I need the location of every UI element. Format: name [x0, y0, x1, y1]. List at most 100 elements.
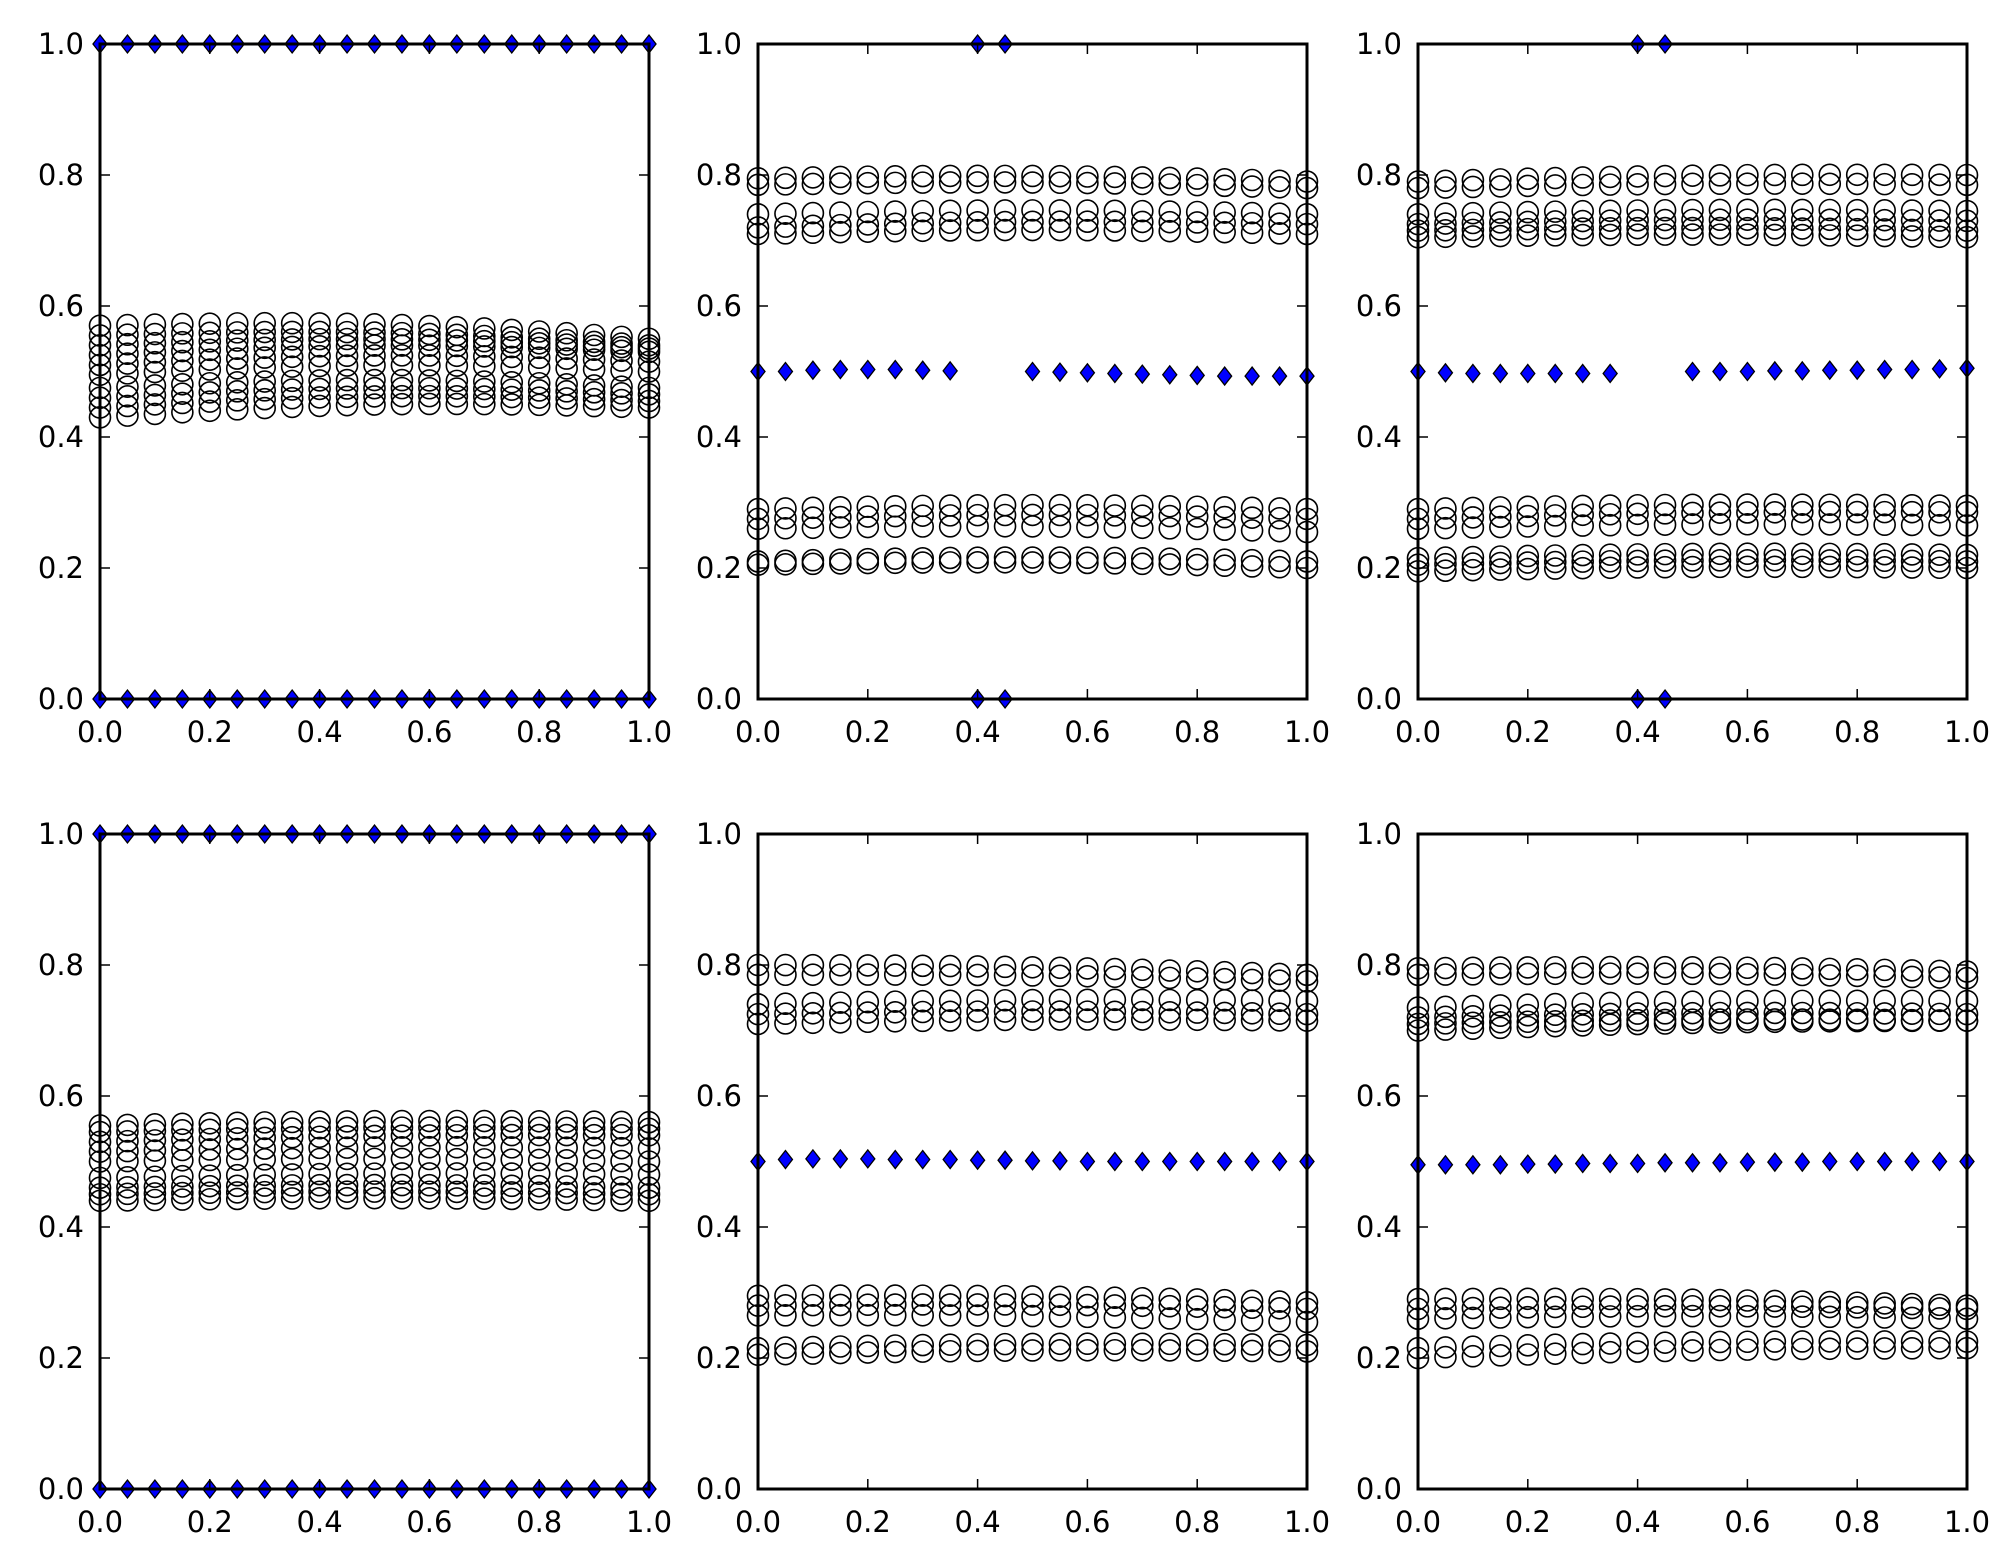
circle-marker — [1103, 546, 1127, 570]
circle-marker — [116, 1182, 139, 1206]
circle-marker — [993, 1304, 1017, 1328]
circle-marker — [308, 1147, 331, 1171]
circle-marker — [1434, 1005, 1457, 1029]
circle-marker — [1736, 1330, 1759, 1354]
circle-marker — [911, 963, 935, 986]
circle-marker — [1626, 549, 1649, 573]
subplot-4: 0.0 0.2 0.4 0.6 0.8 1.0 0.0 0.2 0.4 0.6 0.8 1.0 — [38, 817, 672, 1539]
circle-marker — [1103, 172, 1127, 195]
circle-series-8 — [746, 514, 1319, 544]
circle-marker — [1626, 556, 1649, 579]
circle-marker — [1461, 994, 1485, 1018]
circle-series-9 — [1406, 512, 1979, 541]
circle-series-10 — [1406, 542, 1979, 570]
circle-marker — [1598, 217, 1622, 240]
circle-marker — [1791, 512, 1814, 536]
diamond-marker — [1079, 1151, 1096, 1172]
circle-marker — [116, 1120, 139, 1143]
circle-marker — [555, 337, 578, 361]
circle-marker — [1076, 165, 1099, 188]
plot-area — [1406, 955, 1979, 1370]
circle-marker — [1158, 494, 1182, 518]
circle-marker — [1021, 988, 1044, 1012]
circle-marker — [472, 1180, 496, 1204]
circle-series-9 — [1406, 1304, 1979, 1330]
circle-marker — [143, 313, 167, 336]
circle-marker — [966, 514, 989, 538]
circle-marker — [472, 1135, 496, 1159]
circle-marker — [1653, 549, 1677, 572]
circle-marker — [1681, 1011, 1704, 1035]
circle-marker — [1791, 1001, 1814, 1025]
circle-marker — [610, 382, 633, 405]
circle-marker — [1213, 548, 1236, 571]
circle-marker — [1213, 211, 1236, 235]
circle-marker — [1818, 172, 1842, 196]
x-tick-label: 0.6 — [1724, 1505, 1770, 1539]
circle-marker — [801, 1284, 825, 1307]
circle-series-5 — [88, 344, 661, 377]
circle-marker — [1158, 1008, 1182, 1031]
circle-marker — [883, 200, 907, 223]
circle-marker — [555, 1162, 578, 1186]
circle-marker — [610, 1163, 633, 1186]
circle-marker — [445, 377, 469, 400]
circle-marker — [335, 1173, 359, 1197]
circle-marker — [1021, 515, 1044, 538]
circle-marker — [1131, 1332, 1154, 1356]
circle-marker — [116, 323, 139, 347]
x-tick-label: 1.0 — [1284, 715, 1330, 749]
diamond-marker — [1602, 363, 1618, 384]
circle-marker — [1268, 519, 1291, 543]
circle-marker — [582, 358, 606, 381]
circle-marker — [500, 1148, 524, 1171]
circle-marker — [1791, 963, 1814, 987]
circle-marker — [1268, 1339, 1291, 1363]
circle-marker — [1131, 210, 1154, 234]
circle-marker — [856, 1284, 880, 1307]
circle-marker — [1763, 1337, 1787, 1361]
circle-marker — [280, 1147, 304, 1171]
circle-marker — [1213, 1295, 1236, 1319]
y-tick-label: 0.8 — [696, 158, 742, 192]
circle-marker — [1103, 1294, 1127, 1317]
circle-marker — [938, 551, 962, 574]
circle-marker — [1791, 1330, 1814, 1353]
circle-marker — [1900, 163, 1924, 187]
circle-marker — [1543, 962, 1567, 986]
circle-marker — [472, 344, 496, 368]
circle-marker — [1928, 500, 1951, 524]
circle-marker — [1845, 224, 1869, 247]
circle-marker — [527, 1162, 551, 1186]
circle-marker — [1791, 555, 1814, 579]
circle-marker — [911, 164, 935, 188]
circle-marker — [335, 393, 359, 417]
circle-marker — [280, 1174, 304, 1197]
circle-marker — [1543, 174, 1567, 197]
circle-marker — [143, 1113, 167, 1136]
diamond-marker — [777, 361, 794, 382]
circle-marker — [993, 164, 1017, 188]
x-tick-label: 0.4 — [1615, 715, 1661, 749]
circle-marker — [171, 1164, 194, 1188]
circle-marker — [582, 387, 606, 411]
circle-marker — [1516, 167, 1540, 190]
circle-marker — [527, 386, 551, 409]
circle-marker — [774, 963, 797, 987]
diamond-marker — [1602, 1153, 1618, 1174]
circle-marker — [1103, 210, 1127, 234]
circle-marker — [1598, 543, 1622, 566]
circle-marker — [1818, 964, 1842, 987]
circle-marker — [1158, 966, 1182, 990]
circle-marker — [1708, 956, 1732, 979]
circle-marker — [801, 552, 825, 576]
circle-marker — [1653, 1012, 1677, 1035]
circle-marker — [253, 1187, 277, 1210]
circle-series-3 — [746, 199, 1319, 226]
circle-marker — [171, 339, 194, 363]
circle-marker — [1571, 992, 1594, 1015]
circle-marker — [225, 347, 249, 370]
circle-marker — [472, 1162, 496, 1185]
circle-marker — [1516, 210, 1540, 234]
circle-marker — [253, 396, 277, 420]
